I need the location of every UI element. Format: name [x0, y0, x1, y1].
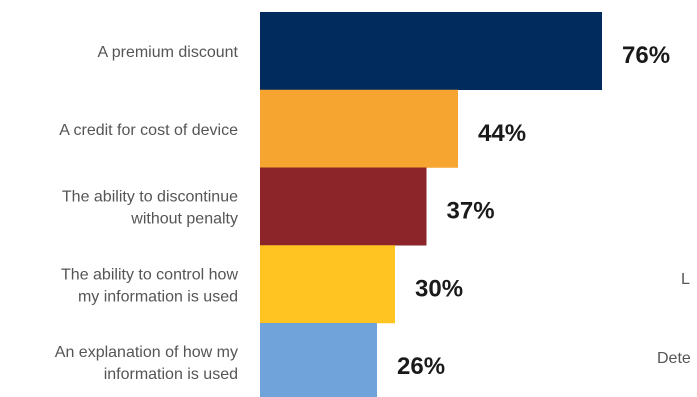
category-label-2-line-1: A credit for cost of device: [59, 122, 238, 139]
edge-text-2: Dete: [657, 350, 691, 367]
category-label-4-line-2: my information is used: [78, 288, 238, 305]
category-labels-group: A premium discount A credit for cost of d…: [55, 44, 239, 383]
category-label-3-line-2: without penalty: [130, 211, 238, 228]
value-label-3: 37%: [447, 198, 495, 225]
category-label-1-line-1: A premium discount: [97, 44, 238, 61]
value-label-4: 30%: [415, 275, 463, 302]
value-label-2: 44%: [478, 120, 526, 147]
edge-text-1: L: [681, 271, 690, 288]
value-label-5: 26%: [397, 353, 445, 380]
bar-4: [260, 245, 395, 324]
bar-3: [260, 167, 427, 246]
value-label-1: 76%: [622, 42, 670, 69]
bar-5: [260, 323, 377, 397]
bar-2: [260, 89, 458, 168]
category-label-3-line-1: The ability to discontinue: [62, 189, 238, 206]
value-labels-group: 76% 44% 37% 30% 26%: [397, 42, 670, 380]
bars-group: [260, 12, 602, 397]
category-label-5-line-1: An explanation of how my: [55, 344, 238, 361]
category-label-5-line-2: information is used: [104, 366, 238, 383]
category-label-4-line-1: The ability to control how: [61, 266, 238, 283]
bar-1: [260, 12, 602, 90]
